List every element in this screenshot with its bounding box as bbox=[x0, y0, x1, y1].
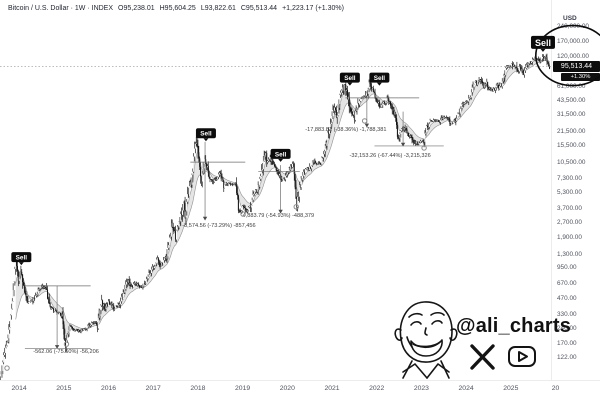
price-tick-label: 470.00 bbox=[557, 295, 577, 303]
year-tick-label: 2016 bbox=[100, 385, 117, 392]
ohlc-open: O95,238.01 bbox=[118, 5, 155, 12]
price-tick-label: 240.00 bbox=[557, 324, 577, 332]
symbol-name[interactable]: Bitcoin / U.S. Dollar · 1W · INDEX bbox=[8, 5, 114, 12]
price-tick-label: 43,500.00 bbox=[557, 97, 586, 105]
year-tick-label: 2015 bbox=[56, 385, 72, 392]
price-tick-label: 21,500.00 bbox=[557, 128, 586, 136]
ohlc-close: C95,513.44 bbox=[240, 5, 278, 12]
price-tick-label: 122.00 bbox=[557, 354, 577, 362]
price-tick-label: 7,300.00 bbox=[557, 175, 582, 183]
currency-label: USD bbox=[563, 15, 577, 22]
price-chart-canvas[interactable] bbox=[0, 0, 551, 380]
price-tick-label: 1,300.00 bbox=[557, 250, 582, 258]
time-axis[interactable]: 2014 2015 2016 2017 2018 2019 2020 2021 2022 2023… bbox=[0, 380, 600, 416]
price-tick-label: 170,000.00 bbox=[557, 37, 589, 45]
symbol-titlebar: Bitcoin / U.S. Dollar · 1W · INDEX O95,2… bbox=[8, 5, 344, 15]
year-tick-label: 20 bbox=[551, 385, 560, 392]
price-tick-label: 240,000.00 bbox=[557, 22, 589, 30]
price-change-tag: +1.30% bbox=[561, 72, 600, 81]
price-tick-label: 31,500.00 bbox=[557, 111, 586, 119]
year-tick-label: 2019 bbox=[235, 385, 251, 392]
year-tick-label: 2023 bbox=[413, 385, 429, 392]
price-tick-label: 2,700.00 bbox=[557, 218, 582, 226]
price-change-text: +1,223.17 (+1.30%) bbox=[282, 5, 344, 12]
price-tick-label: 120,000.00 bbox=[557, 53, 589, 61]
price-tick-label: 950.00 bbox=[557, 264, 577, 272]
price-tick-label: 1,900.00 bbox=[557, 234, 582, 242]
ohlc-low: L93,822.61 bbox=[200, 5, 236, 12]
price-tick-label: 170.00 bbox=[557, 339, 577, 347]
price-tick-label: 670.00 bbox=[557, 279, 577, 287]
year-tick-label: 2024 bbox=[458, 385, 474, 392]
price-tick-label: 330.00 bbox=[557, 310, 577, 318]
price-tick-label: 5,300.00 bbox=[557, 189, 582, 197]
price-tick-label: 15,500.00 bbox=[557, 142, 586, 150]
year-tick-label: 2017 bbox=[145, 385, 161, 392]
last-price-tag: 95,513.44 bbox=[553, 60, 600, 72]
last-price-value: 95,513.44 bbox=[560, 62, 593, 70]
watermark-handle: @ali_charts bbox=[456, 315, 572, 337]
year-tick-label: 2021 bbox=[324, 385, 340, 392]
year-tick-label: 2020 bbox=[279, 385, 295, 392]
price-tick-label: 10,500.00 bbox=[557, 159, 586, 167]
year-tick-label: 2022 bbox=[369, 385, 385, 392]
price-tick-label: 61,000.00 bbox=[557, 82, 586, 90]
price-tick-label: 3,700.00 bbox=[557, 205, 582, 213]
year-tick-label: 2018 bbox=[190, 385, 206, 392]
year-tick-label: 2025 bbox=[503, 385, 519, 392]
year-tick-label: 2014 bbox=[11, 385, 27, 392]
price-change-value: +1.30% bbox=[570, 73, 591, 80]
ohlc-high: H95,604.25 bbox=[159, 5, 196, 12]
